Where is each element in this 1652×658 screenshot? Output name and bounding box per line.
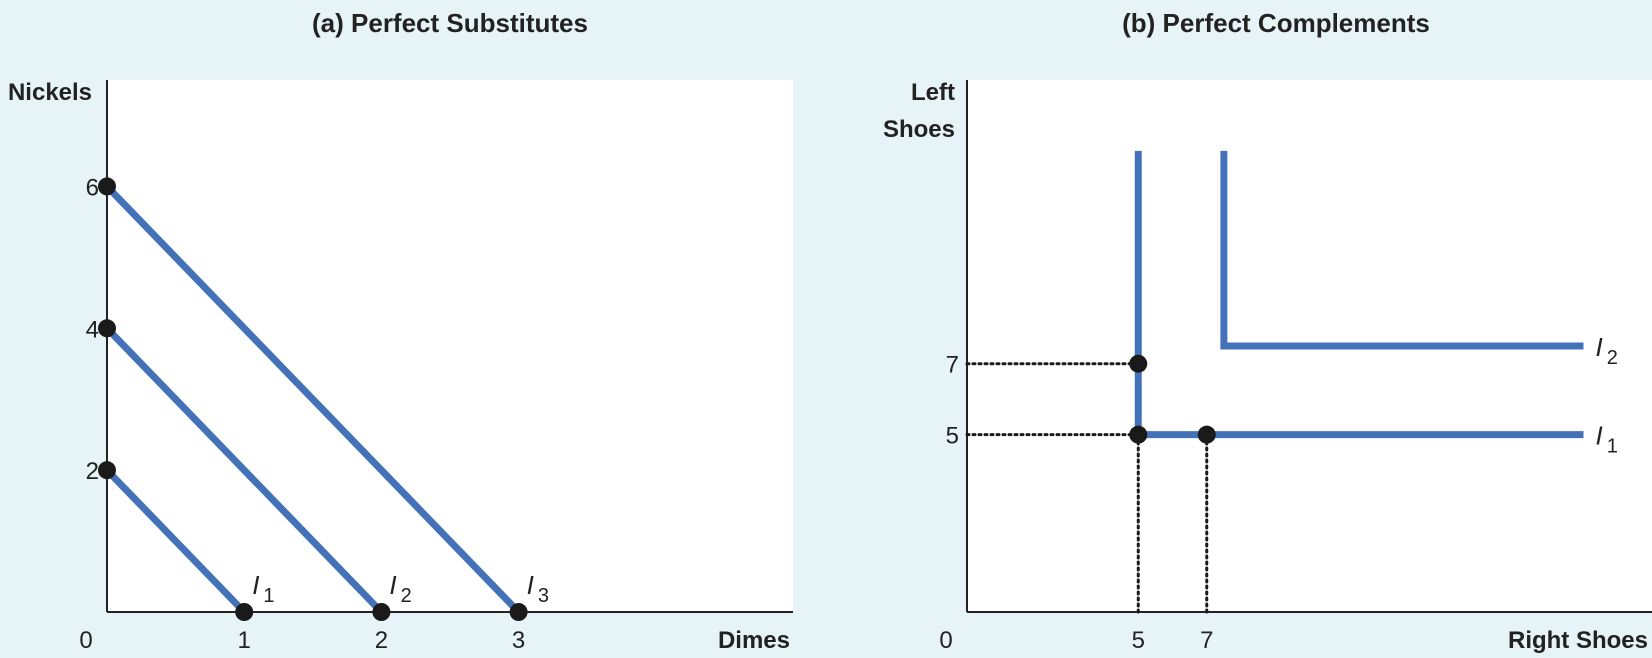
panel-b-marker	[1129, 425, 1148, 444]
panel-b-x-tick-label: 7	[1200, 627, 1213, 654]
panel-b-y-axis-label-line1: Left	[911, 79, 955, 106]
panel-a-x-tick-label: 3	[512, 627, 525, 654]
panel-a-title: (a) Perfect Substitutes	[312, 8, 588, 38]
curve-label-subscript: 2	[401, 585, 412, 607]
panel-a-marker	[372, 603, 391, 621]
indifference-curve-a-1	[104, 467, 247, 615]
panel-a-marker	[509, 603, 528, 621]
panel-a-marker	[98, 461, 116, 480]
panel-a-marker	[98, 177, 116, 196]
panel-a-markers	[98, 177, 528, 621]
curve-label-name: I	[252, 570, 259, 600]
curve-label-name: I	[527, 570, 534, 600]
panel-b-axes: Left Shoes Right Shoes 0	[883, 79, 1652, 654]
panel-b-x-tick-label: 5	[1132, 627, 1145, 654]
panel-a-y-tick-label: 4	[86, 316, 99, 343]
panel-a-x-tick-label: 1	[238, 627, 251, 654]
curve-label-subscript: 2	[1607, 347, 1618, 369]
panel-b-y-axis-label-line2: Shoes	[883, 116, 955, 143]
panel-b-y-tick-label: 5	[946, 423, 959, 450]
plot-a-background	[107, 80, 793, 612]
curve-label-subscript: 1	[1607, 436, 1618, 458]
panel-a-marker	[235, 603, 254, 621]
indifference-curve-a-2	[104, 325, 384, 615]
panel-a-axes: Nickels Dimes 0	[8, 79, 793, 654]
panel-b-y-tick-label: 7	[946, 352, 959, 379]
indifference-curve-b-2	[1220, 150, 1584, 350]
panel-a-y-tick-label: 6	[86, 174, 99, 201]
panel-a-y-axis-label: Nickels	[8, 79, 92, 106]
panel-b-curve-labels: I 1I 2	[1596, 332, 1618, 458]
panel-a-y-tick-label: 2	[86, 458, 99, 485]
panel-a-x-axis-label: Dimes	[718, 627, 790, 654]
panel-b-title: (b) Perfect Complements	[1122, 8, 1430, 38]
curve-label-subscript: 3	[538, 585, 549, 607]
panel-a-x-tick-label: 2	[375, 627, 388, 654]
curve-label-name: I	[1596, 421, 1603, 451]
curve-label-subscript: 1	[263, 585, 274, 607]
panel-b-guides	[965, 362, 1209, 614]
panel-b-markers	[1129, 354, 1216, 444]
panel-b-marker	[1197, 425, 1216, 444]
panel-a-marker	[98, 319, 116, 338]
panel-b-ticks: 5 7 5 7	[946, 352, 1214, 654]
panel-a-origin-label: 0	[79, 627, 92, 654]
indifference-curve-a-3	[104, 183, 522, 615]
panel-a-curves	[104, 183, 522, 615]
panel-b-x-axis-label: Right Shoes	[1508, 627, 1648, 654]
curve-label-name: I	[1596, 332, 1603, 362]
curve-label-name: I	[389, 570, 396, 600]
panel-a-ticks: 1 2 3 2 4 6	[86, 174, 526, 654]
panel-b-origin-label: 0	[939, 627, 952, 654]
panel-b-marker	[1129, 354, 1148, 373]
